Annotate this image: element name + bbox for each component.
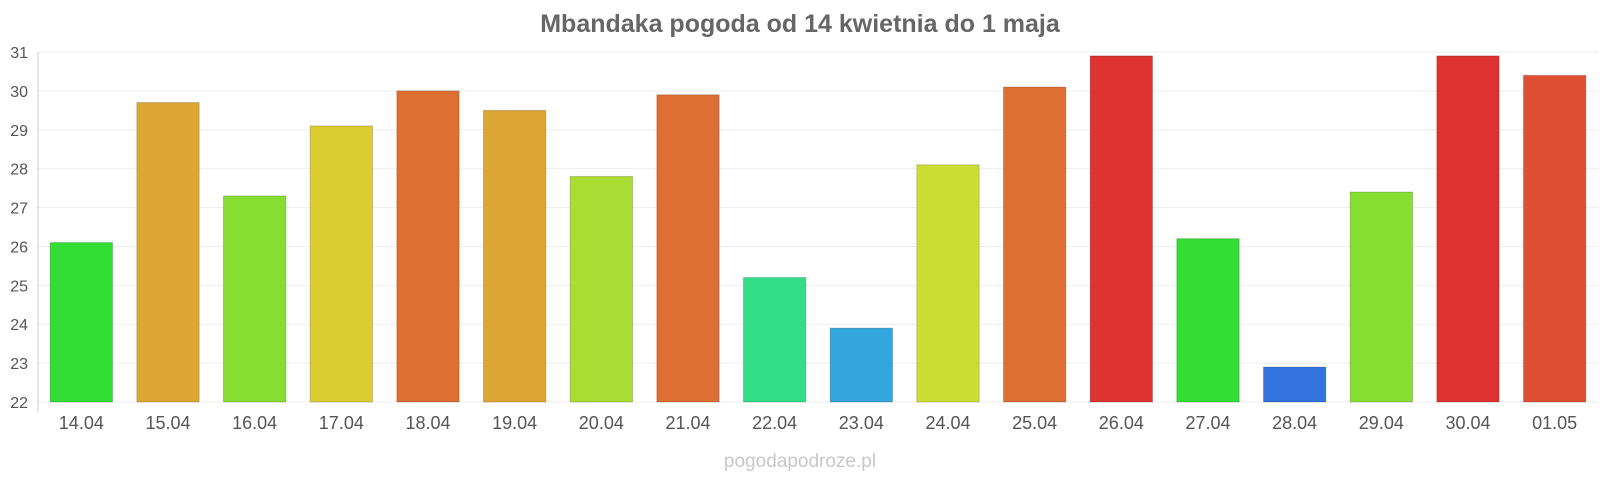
y-tick-label: 23: [10, 356, 28, 373]
y-tick-label: 22: [10, 395, 28, 412]
y-tick-label: 30: [10, 84, 28, 101]
x-tick-label: 14.04: [59, 413, 104, 433]
y-tick-label: 28: [10, 162, 28, 179]
bars: [49, 55, 1587, 403]
x-tick-label: 23.04: [839, 413, 884, 433]
bar-19.04[interactable]: [482, 109, 547, 403]
x-tick-label: 27.04: [1185, 413, 1230, 433]
x-tick-label: 26.04: [1099, 413, 1144, 433]
x-tick-label: 21.04: [665, 413, 710, 433]
bar-29.04[interactable]: [1349, 191, 1414, 403]
y-tick-label: 25: [10, 278, 28, 295]
bar-25.04[interactable]: [1002, 86, 1067, 403]
bar-17.04[interactable]: [309, 125, 374, 403]
x-tick-label: 20.04: [579, 413, 624, 433]
y-tick-label: 26: [10, 239, 28, 256]
y-tick-label: 24: [10, 317, 28, 334]
y-axis-ticks: 22 23 24 25 26 27 28 29 30 31: [10, 45, 28, 412]
bar-26.04[interactable]: [1089, 55, 1154, 403]
bar-21.04[interactable]: [656, 94, 720, 403]
x-tick-label: 30.04: [1445, 413, 1490, 433]
y-tick-label: 27: [10, 201, 28, 218]
bar-18.04[interactable]: [396, 90, 460, 403]
bar-14.04[interactable]: [49, 242, 114, 403]
watermark: pogodapodroze.pl: [724, 451, 876, 472]
bar-01.05[interactable]: [1522, 74, 1587, 403]
bar-30.04[interactable]: [1436, 55, 1500, 403]
bar-22.04[interactable]: [742, 277, 807, 403]
bar-23.04[interactable]: [829, 327, 894, 403]
bar-24.04[interactable]: [916, 164, 980, 403]
x-tick-label: 24.04: [925, 413, 970, 433]
bar-27.04[interactable]: [1176, 238, 1240, 403]
x-tick-label: 22.04: [752, 413, 797, 433]
x-tick-label: 28.04: [1272, 413, 1317, 433]
x-tick-label: 15.04: [145, 413, 190, 433]
x-tick-label: 01.05: [1532, 413, 1577, 433]
x-tick-label: 17.04: [319, 413, 364, 433]
x-tick-label: 19.04: [492, 413, 537, 433]
grid: [38, 51, 1598, 403]
bar-20.04[interactable]: [569, 175, 634, 403]
y-tick-label: 31: [10, 45, 28, 62]
x-tick-label: 18.04: [405, 413, 450, 433]
bar-16.04[interactable]: [222, 195, 287, 403]
x-tick-label: 29.04: [1359, 413, 1404, 433]
bar-28.04[interactable]: [1262, 366, 1327, 403]
chart-title: Mbandaka pogoda od 14 kwietnia do 1 maja: [540, 10, 1061, 38]
x-axis-ticks: 14.04 15.04 16.04 17.04 18.04 19.04 20.04 21.04…: [59, 413, 1577, 433]
x-tick-label: 25.04: [1012, 413, 1057, 433]
y-tick-label: 29: [10, 123, 28, 140]
x-tick-label: 16.04: [232, 413, 277, 433]
bar-15.04[interactable]: [136, 102, 200, 403]
